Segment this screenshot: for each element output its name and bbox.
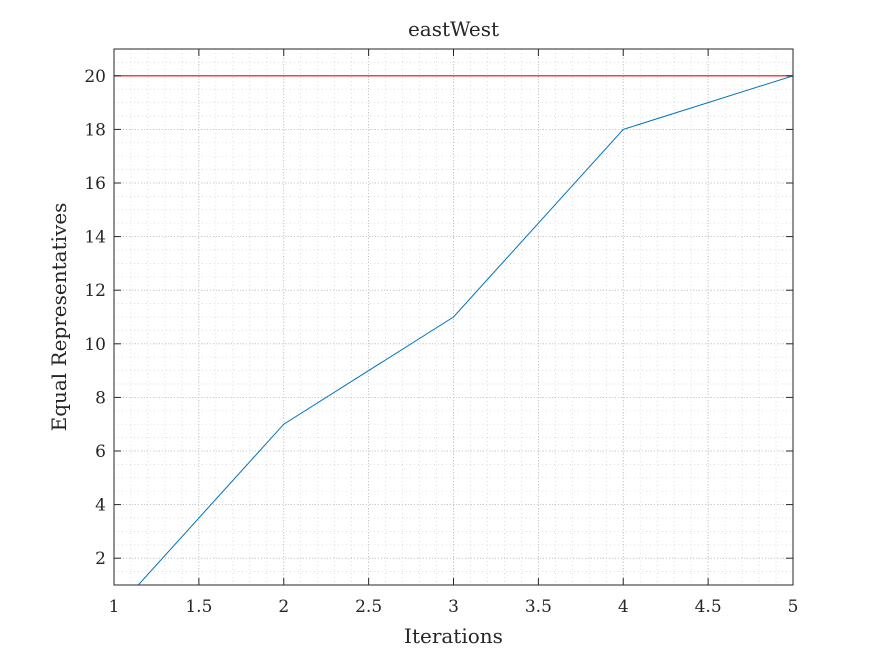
x-tick-label: 4.5 bbox=[695, 597, 722, 617]
chart-title: eastWest bbox=[408, 17, 499, 41]
y-tick-label: 12 bbox=[84, 281, 106, 301]
x-tick-label: 1.5 bbox=[185, 597, 212, 617]
series-layer bbox=[114, 75, 793, 585]
y-tick-label: 20 bbox=[84, 67, 106, 87]
y-tick-label: 6 bbox=[95, 442, 106, 462]
x-tick-label: 3.5 bbox=[525, 597, 552, 617]
y-tick-label: 2 bbox=[95, 549, 106, 569]
y-tick-label: 10 bbox=[84, 335, 106, 355]
series-line bbox=[137, 75, 793, 585]
y-tick-label: 16 bbox=[84, 174, 106, 194]
x-tick-label: 4 bbox=[618, 597, 629, 617]
x-tick-label: 1 bbox=[109, 597, 120, 617]
x-tick-label: 3 bbox=[448, 597, 459, 617]
y-tick-label: 4 bbox=[95, 496, 106, 516]
x-axis-label: Iterations bbox=[404, 624, 503, 648]
y-tick-label: 18 bbox=[84, 120, 106, 140]
y-tick-label: 14 bbox=[84, 228, 106, 248]
x-tick-label: 2 bbox=[278, 597, 289, 617]
x-tick-label: 5 bbox=[788, 597, 799, 617]
y-tick-label: 8 bbox=[95, 388, 106, 408]
ticks: 1 1.5 2 2.5 3 3.5 4 4.5 5 2 4 6 8 10 12 14 16 18 20 bbox=[84, 49, 798, 617]
x-tick-label: 2.5 bbox=[355, 597, 382, 617]
y-axis-label: Equal Representatives bbox=[47, 203, 71, 432]
